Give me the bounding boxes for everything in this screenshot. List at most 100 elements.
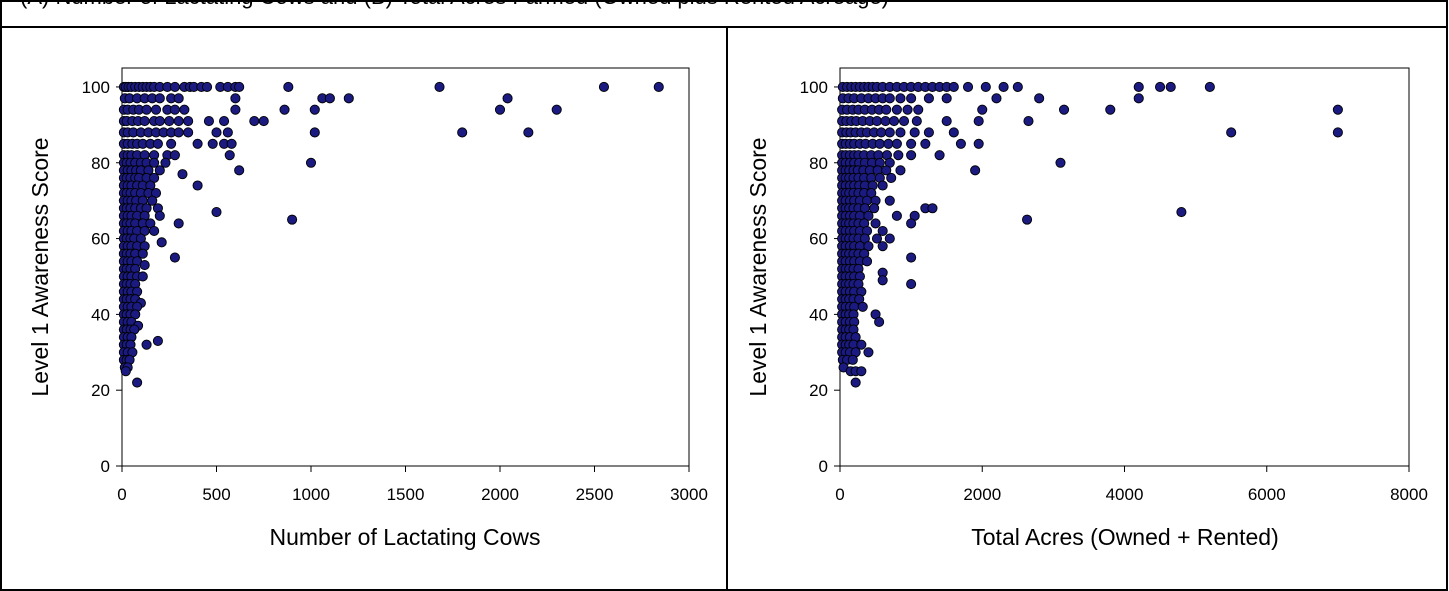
data-point [234, 165, 245, 176]
data-point [886, 172, 897, 183]
data-point [169, 104, 180, 115]
data-point [884, 195, 895, 206]
data-point [1332, 127, 1343, 138]
data-point [203, 116, 214, 127]
data-point [874, 138, 885, 149]
data-point [222, 127, 233, 138]
data-point [283, 81, 294, 93]
figure-heading-strip: (A) Number of Lactating Cows and (B) Tot… [2, 0, 1447, 26]
data-point [895, 127, 906, 138]
data-point [998, 81, 1009, 93]
data-point [653, 81, 664, 93]
data-point [911, 116, 922, 127]
data-point [869, 203, 880, 214]
x-tick-label: 2000 [481, 485, 519, 504]
x-tick-label: 3000 [670, 485, 708, 504]
data-point [934, 150, 945, 161]
data-point [895, 165, 906, 176]
data-point [150, 104, 162, 115]
data-point [183, 127, 194, 138]
data-point [152, 335, 163, 346]
data-point [279, 104, 290, 115]
data-point [906, 252, 917, 263]
data-point [941, 93, 952, 104]
data-point [883, 138, 894, 149]
x-axis-label: Number of Lactating Cows [269, 524, 540, 550]
data-point [863, 210, 874, 221]
data-point [850, 377, 861, 388]
x-tick-label: 2000 [963, 485, 1001, 504]
data-point [906, 279, 917, 290]
data-point [226, 138, 237, 149]
data-point [891, 138, 902, 149]
x-tick-label: 1000 [292, 485, 330, 504]
data-point [154, 93, 165, 104]
data-point [870, 218, 881, 229]
y-tick-label: 20 [91, 381, 110, 400]
data-point [156, 237, 167, 248]
data-point [863, 241, 874, 252]
data-point [1055, 157, 1066, 168]
data-point [1034, 93, 1045, 104]
data-point [906, 138, 917, 149]
data-point [877, 180, 888, 191]
data-point [154, 210, 165, 221]
data-point [884, 127, 895, 138]
data-point [287, 214, 298, 225]
data-point [343, 93, 354, 104]
data-point [1165, 81, 1176, 93]
data-point [211, 206, 222, 218]
y-axis-label: Level 1 Awareness Score [745, 137, 771, 396]
y-tick-label: 0 [101, 457, 110, 476]
data-point [141, 339, 152, 350]
data-point [877, 225, 888, 237]
data-point [139, 260, 150, 271]
data-point [906, 218, 917, 229]
data-point [177, 169, 188, 180]
data-point [173, 218, 184, 229]
data-point [219, 116, 230, 127]
x-tick-label: 4000 [1106, 485, 1144, 504]
data-point [923, 93, 934, 104]
data-point [137, 248, 148, 259]
data-point [877, 241, 888, 252]
y-axis-label: Level 1 Awareness Score [27, 137, 53, 396]
data-point [169, 81, 180, 93]
data-point [906, 150, 917, 161]
data-point [183, 116, 194, 127]
y-tick-label: 80 [809, 154, 828, 173]
data-point [881, 165, 892, 176]
data-point [207, 138, 218, 149]
data-point [305, 157, 317, 168]
data-point [154, 165, 165, 176]
data-point [309, 104, 320, 115]
data-point [866, 188, 877, 199]
plot-area [121, 67, 690, 467]
data-point [1105, 104, 1116, 115]
data-point [913, 104, 924, 115]
data-point [941, 116, 952, 127]
data-point [973, 138, 984, 149]
data-point [434, 81, 445, 93]
data-point [1012, 81, 1023, 93]
data-point [249, 116, 260, 127]
data-point [169, 252, 180, 263]
data-point [861, 256, 873, 267]
data-point [962, 81, 974, 93]
data-point [955, 138, 966, 149]
data-point [927, 203, 938, 214]
y-tick-label: 40 [91, 305, 110, 324]
data-point [1176, 206, 1187, 218]
data-point [1332, 104, 1343, 115]
data-point [192, 138, 203, 149]
data-point [211, 127, 222, 138]
data-point [120, 366, 131, 377]
data-point [149, 225, 160, 237]
y-tick-label: 60 [809, 230, 828, 249]
x-tick-label: 1500 [387, 485, 425, 504]
data-point [948, 81, 959, 93]
data-point [502, 93, 513, 104]
data-point [139, 116, 150, 127]
x-tick-label: 6000 [1248, 485, 1286, 504]
